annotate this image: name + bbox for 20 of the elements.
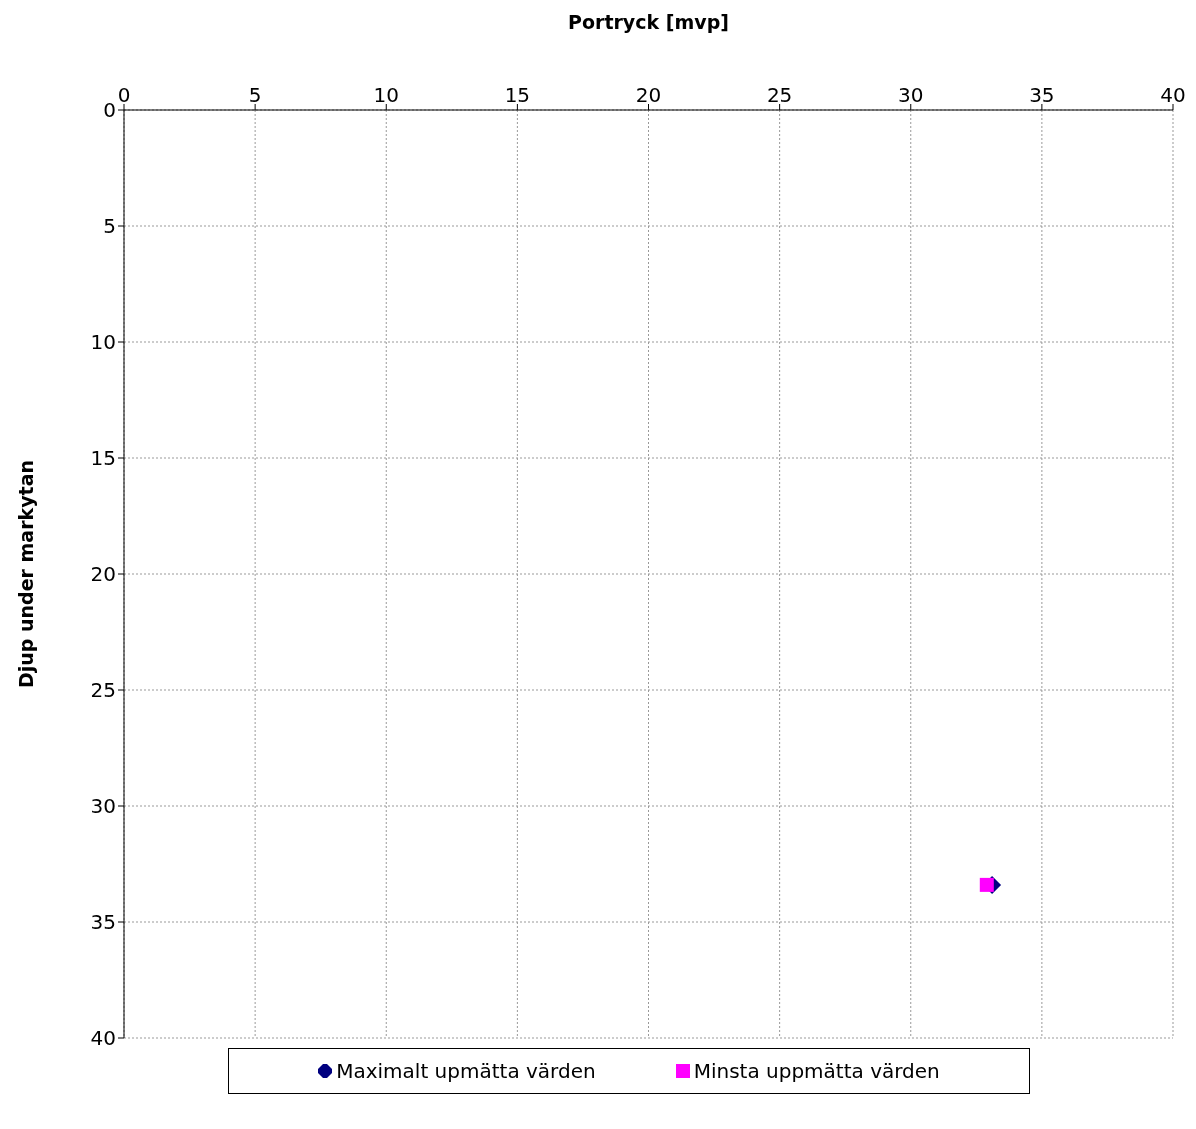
x-tick-label: 5 [248, 83, 262, 107]
x-tick-label: 10 [373, 83, 399, 107]
y-tick-label: 10 [90, 330, 116, 355]
legend-label: Minsta uppmätta värden [692, 1059, 940, 1083]
y-axis-title: Djup under markytan [14, 460, 37, 688]
y-tick-label: 20 [90, 562, 116, 587]
x-tick-label: 30 [898, 83, 924, 107]
y-tick-label: 15 [90, 446, 116, 471]
y-tick-label: 40 [90, 1026, 116, 1051]
x-tick-label: 15 [504, 83, 531, 107]
x-tick-label: 40 [1160, 83, 1186, 107]
y-tick-label: 35 [90, 910, 116, 935]
legend-label: Maximalt upmätta värden [335, 1059, 596, 1083]
x-axis-title: Portryck [mvp] [568, 11, 729, 34]
x-tick-label: 25 [766, 83, 793, 107]
y-tick-label: 25 [90, 678, 116, 703]
x-tick-label: 35 [1029, 83, 1055, 107]
y-tick-label: 30 [90, 794, 116, 819]
y-tick-label: 5 [103, 214, 116, 239]
x-tick-label: 20 [635, 83, 662, 107]
